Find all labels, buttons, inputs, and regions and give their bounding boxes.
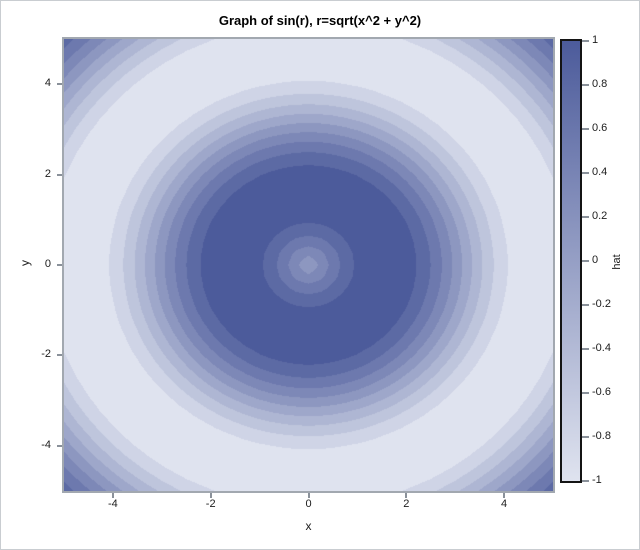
y-axis-tick-label: 4: [44, 77, 51, 90]
y-axis-tick: [57, 83, 62, 86]
colorbar-gradient: [560, 39, 582, 483]
x-axis-tick-label: 0: [305, 498, 312, 510]
colorbar-tick-label: 0.4: [592, 166, 608, 178]
colorbar-tick-label: 0.6: [592, 122, 608, 134]
colorbar-tick-label: -1: [592, 474, 602, 486]
colorbar-tick-label: 0.8: [592, 78, 608, 90]
y-axis-tick: [57, 173, 62, 176]
colorbar-tick-label: -0.4: [592, 342, 611, 354]
colorbar-tick-label: 1: [592, 34, 599, 46]
colorbar-tick: [582, 304, 589, 306]
colorbar-tick-label: 0.2: [592, 210, 608, 222]
y-axis-tick: [57, 264, 62, 266]
colorbar-tick: [582, 84, 589, 86]
colorbar-tick: [582, 436, 589, 438]
colorbar-tick-label: -0.2: [592, 298, 611, 310]
y-axis-tick: [57, 354, 62, 357]
colorbar-tick-label: -0.6: [592, 386, 611, 398]
x-axis-tick-label: 2: [403, 498, 410, 510]
x-axis-tick: [209, 493, 212, 498]
colorbar-tick: [582, 348, 589, 350]
colorbar-tick: [582, 216, 589, 218]
y-axis-tick-label: 0: [44, 258, 51, 270]
colorbar-tick: [582, 40, 589, 42]
x-axis-tick-label: -2: [205, 498, 216, 510]
colorbar-tick: [582, 128, 589, 130]
y-axis-tick: [57, 444, 62, 447]
x-axis-tick: [405, 493, 408, 498]
y-axis-tick-label: -2: [41, 348, 51, 361]
y-axis-tick-label: -4: [41, 438, 51, 451]
x-axis-tick: [503, 493, 506, 498]
colorbar-tick: [582, 480, 589, 482]
colorbar-tick: [582, 260, 589, 262]
y-axis-tick-label: 2: [44, 167, 51, 180]
x-axis-tick-label: 4: [501, 498, 508, 510]
x-axis-label: x: [305, 519, 312, 533]
colorbar-tick: [582, 172, 589, 174]
contour-plot-canvas: [64, 39, 553, 491]
colorbar-tick-label: -0.8: [592, 430, 611, 442]
chart-title: Graph of sin(r), r=sqrt(x^2 + y^2): [218, 13, 422, 28]
plot-area-frame: [62, 37, 555, 493]
x-axis-tick: [307, 493, 310, 498]
colorbar-tick-label: 0: [592, 254, 599, 266]
x-axis-tick: [111, 493, 114, 498]
x-axis-tick-label: -4: [108, 498, 118, 510]
colorbar-tick: [582, 392, 589, 394]
